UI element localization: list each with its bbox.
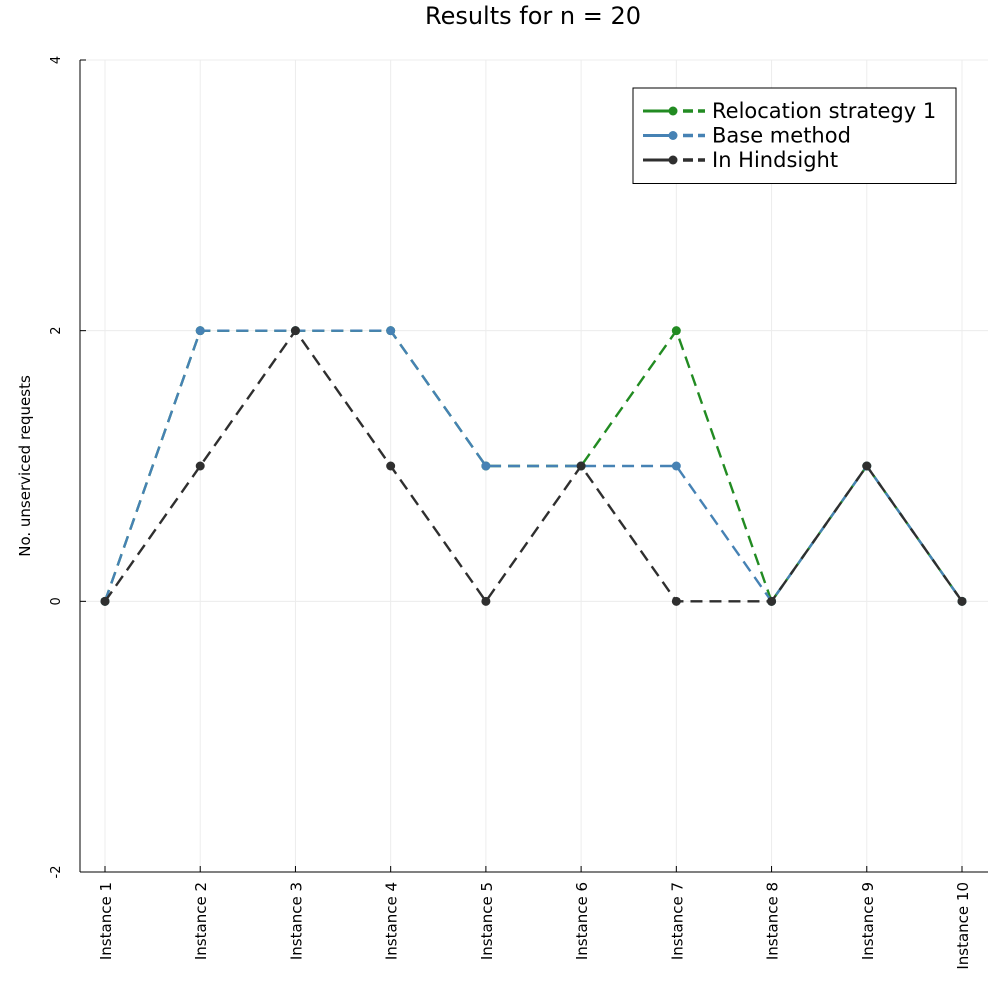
data-point <box>290 326 300 336</box>
series-2 <box>100 326 967 606</box>
axes: Instance 1 Instance 2 Instance 3 Instance 4… <box>49 56 988 970</box>
data-point <box>957 596 967 606</box>
data-point <box>767 596 777 606</box>
data-point <box>195 461 205 471</box>
series-line <box>104 329 963 603</box>
x-tick-label: Instance 9 <box>859 882 877 960</box>
x-tick-label: Instance 1 <box>97 882 115 960</box>
x-tick-label: Instance 7 <box>668 882 686 960</box>
data-point <box>671 596 681 606</box>
legend-item: In Hindsight <box>643 148 838 172</box>
x-tick-label: Instance 2 <box>192 882 210 960</box>
y-tick-label: 0 <box>49 597 64 605</box>
data-point <box>100 596 110 606</box>
legend-marker <box>668 131 678 140</box>
x-tick-label: Instance 10 <box>954 882 972 970</box>
data-point <box>481 596 491 606</box>
data-point <box>671 461 681 471</box>
y-axis-label: No. unserviced requests <box>16 375 34 557</box>
data-point <box>576 461 586 471</box>
data-point <box>481 461 491 471</box>
legend-item: Base method <box>643 124 851 148</box>
legend-label: Relocation strategy 1 <box>712 99 936 123</box>
series-layer <box>100 326 967 606</box>
data-point <box>671 326 681 336</box>
chart-title: Results for n = 20 <box>425 2 641 30</box>
x-tick-label: Instance 4 <box>383 882 401 960</box>
x-tick-label: Instance 8 <box>764 882 782 960</box>
data-point <box>386 326 396 336</box>
y-tick-label: 2 <box>49 327 64 335</box>
x-tick-label: Instance 6 <box>573 882 591 960</box>
y-tick-label: -2 <box>49 866 64 879</box>
x-tick-label: Instance 5 <box>478 882 496 960</box>
legend-marker <box>668 155 678 165</box>
data-point <box>195 326 205 336</box>
legend-item: Relocation strategy 1 <box>643 99 936 123</box>
series-3 <box>100 326 967 606</box>
y-tick-label: 4 <box>49 56 64 64</box>
series-line <box>103 329 963 603</box>
legend-label: In Hindsight <box>712 148 838 172</box>
x-tick-label: Instance 3 <box>287 882 305 960</box>
legend-label: Base method <box>712 124 851 148</box>
data-point <box>386 461 396 471</box>
legend-marker <box>668 106 678 116</box>
data-point <box>862 461 872 471</box>
